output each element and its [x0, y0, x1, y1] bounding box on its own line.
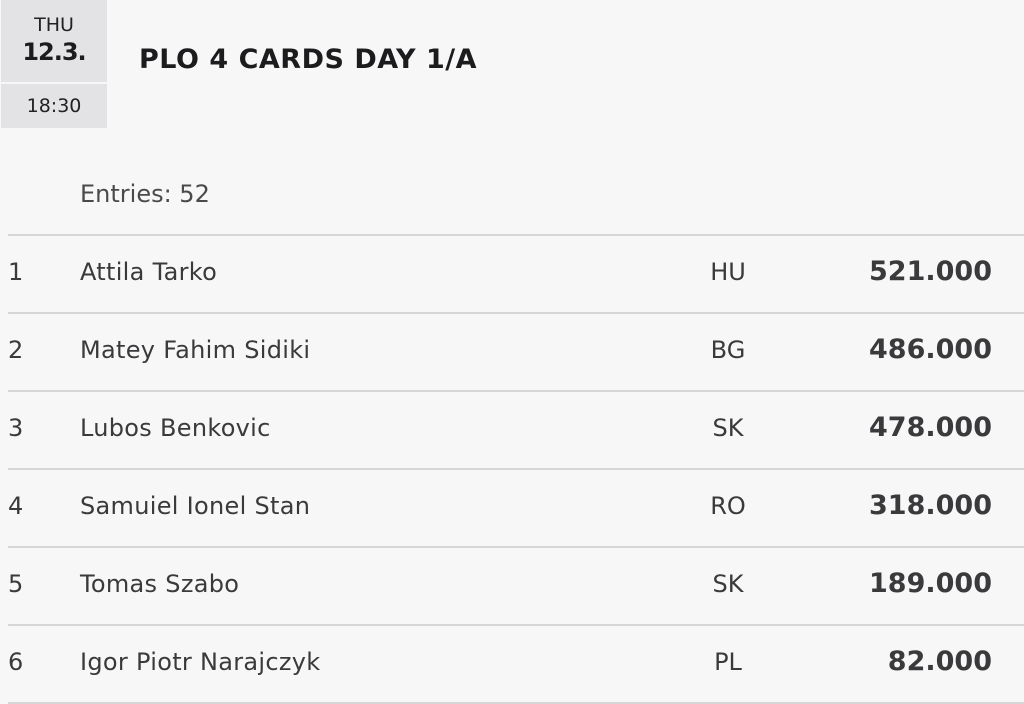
table-row: 3 Lubos Benkovic SK 478.000 [8, 390, 1024, 468]
rank-cell: 4 [8, 492, 24, 520]
table-row: 6 Igor Piotr Narajczyk PL 82.000 [8, 624, 1024, 704]
country-code: RO [710, 492, 746, 520]
table-row: 2 Matey Fahim Sidiki BG 486.000 [8, 312, 1024, 390]
country-code: HU [710, 258, 746, 286]
day-of-week: THU [34, 14, 74, 36]
rank-cell: 2 [8, 336, 24, 364]
chip-count: 189.000 [869, 568, 992, 599]
rank-cell: 5 [8, 570, 24, 598]
player-name: Attila Tarko [80, 258, 218, 286]
country-code: SK [712, 570, 744, 598]
event-title: PLO 4 CARDS DAY 1/A [139, 44, 478, 75]
player-name: Lubos Benkovic [80, 414, 271, 442]
rank-cell: 3 [8, 414, 24, 442]
date-box: THU 12.3. [1, 0, 107, 82]
chip-count: 521.000 [869, 256, 992, 287]
chip-count: 318.000 [869, 490, 992, 521]
chip-count: 486.000 [869, 334, 992, 365]
player-name: Igor Piotr Narajczyk [80, 648, 321, 676]
chip-count: 478.000 [869, 412, 992, 443]
entries-count: Entries: 52 [80, 180, 210, 208]
table-row: 5 Tomas Szabo SK 189.000 [8, 546, 1024, 624]
event-time: 18:30 [1, 84, 107, 128]
country-code: SK [712, 414, 744, 442]
country-code: PL [714, 648, 742, 676]
table-row: 1 Attila Tarko HU 521.000 [8, 234, 1024, 312]
rank-cell: 1 [8, 258, 24, 286]
player-name: Matey Fahim Sidiki [80, 336, 311, 364]
country-code: BG [710, 336, 746, 364]
player-name: Tomas Szabo [80, 570, 240, 598]
event-date: 12.3. [22, 38, 86, 66]
rank-cell: 6 [8, 648, 24, 676]
player-name: Samuiel Ionel Stan [80, 492, 311, 520]
results-table: 1 Attila Tarko HU 521.000 2 Matey Fahim Sidik… [8, 234, 1024, 704]
table-row: 4 Samuiel Ionel Stan RO 318.000 [8, 468, 1024, 546]
chip-count: 82.000 [887, 646, 992, 677]
